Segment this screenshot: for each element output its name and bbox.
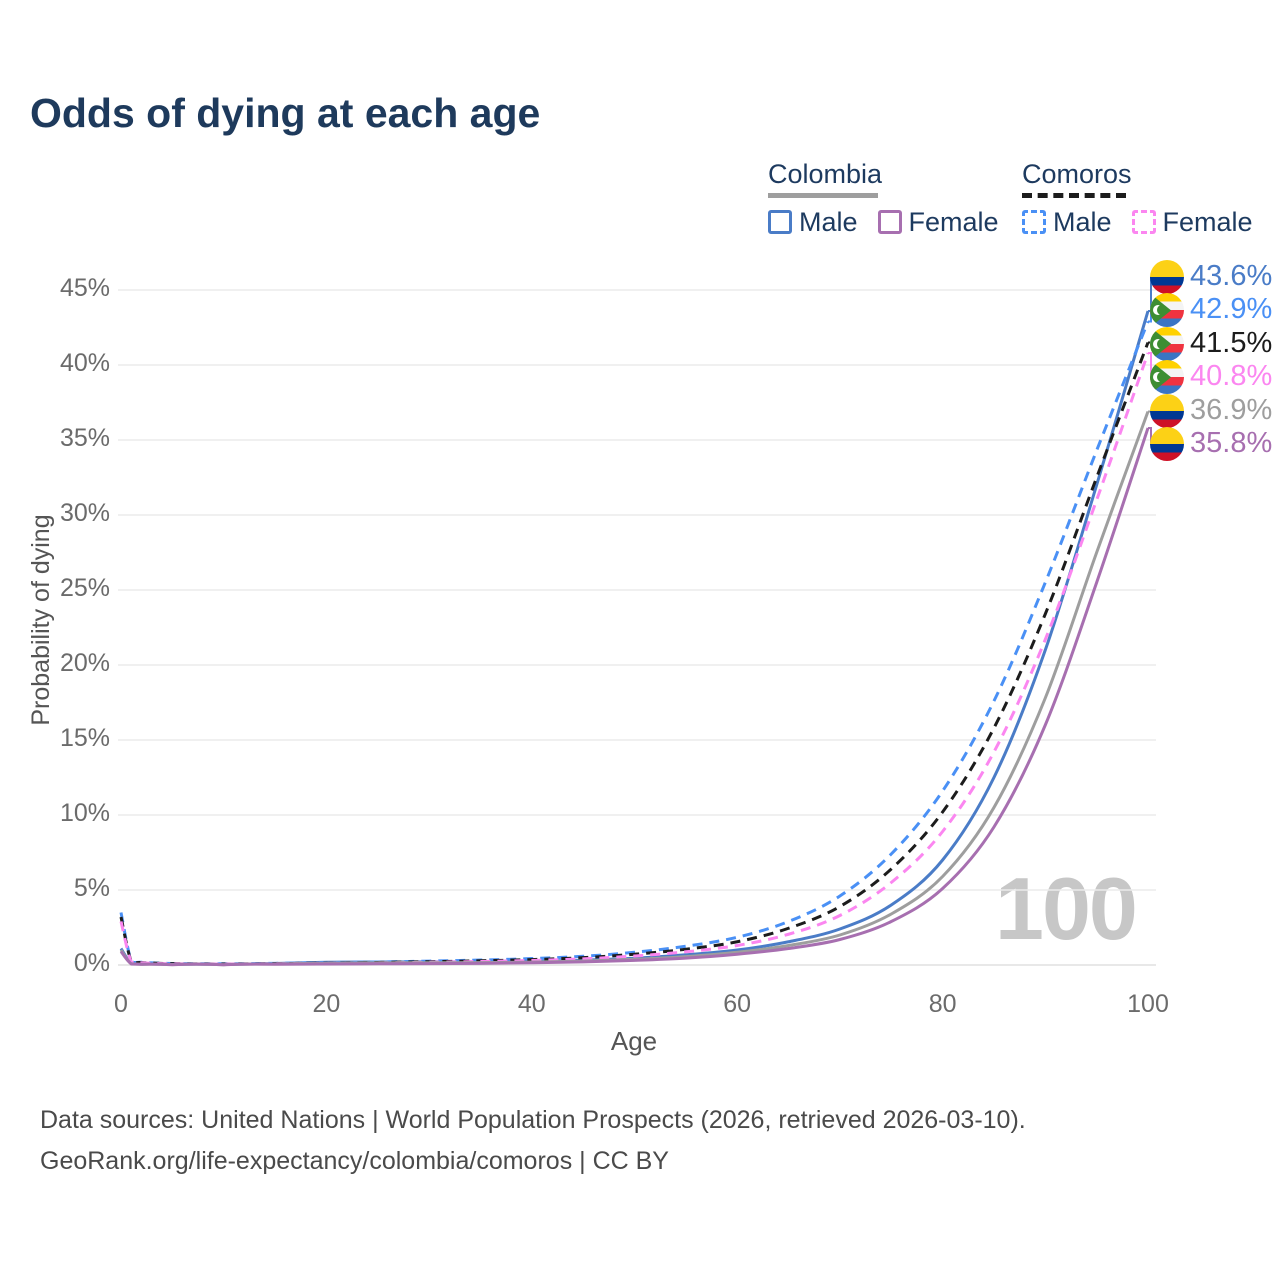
series-line-colombia-all[interactable] bbox=[119, 410, 1150, 967]
gridlines bbox=[118, 289, 1156, 966]
checkbox-icon bbox=[1022, 210, 1046, 235]
end-value-label: 36.9% bbox=[1190, 393, 1273, 426]
y-tick-label: 0% bbox=[73, 949, 110, 977]
end-value-label: 40.8% bbox=[1190, 360, 1273, 393]
y-tick-label: 5% bbox=[73, 874, 110, 902]
colombia-flag-icon bbox=[1150, 427, 1184, 461]
age-watermark: 100 bbox=[995, 859, 1138, 958]
end-value-label: 35.8% bbox=[1190, 427, 1273, 459]
x-tick-label: 0 bbox=[114, 990, 128, 1018]
end-value-label: 42.9% bbox=[1190, 293, 1273, 326]
legend-comoros-female-label: Female bbox=[1162, 206, 1253, 237]
y-tick-label: 20% bbox=[59, 649, 110, 677]
legend-comoros-female[interactable]: Female bbox=[1131, 206, 1253, 238]
end-value-label: 43.6% bbox=[1190, 260, 1273, 292]
colombia-line-sample bbox=[768, 192, 878, 198]
legend-colombia-female[interactable]: Female bbox=[877, 206, 999, 238]
legend-group-colombia: Colombia Male Female bbox=[768, 159, 1019, 238]
colombia-flag-icon bbox=[1150, 393, 1184, 428]
page-title: Odds of dying at each age bbox=[30, 90, 541, 136]
comoros-flag-icon bbox=[1150, 326, 1184, 361]
y-tick-label: 35% bbox=[59, 424, 110, 452]
comoros-flag-icon bbox=[1150, 360, 1184, 395]
series-lines bbox=[119, 310, 1150, 967]
legend-comoros-header[interactable]: Comoros bbox=[1022, 159, 1273, 198]
checkbox-icon bbox=[768, 210, 792, 235]
x-axis-title: Age bbox=[610, 1026, 658, 1056]
legend-comoros-male-label: Male bbox=[1053, 206, 1112, 237]
legend-colombia-female-label: Female bbox=[908, 206, 999, 237]
legend-comoros-male[interactable]: Male bbox=[1022, 207, 1112, 238]
series-line-comoros-female[interactable] bbox=[119, 352, 1150, 966]
x-tick-label: 80 bbox=[928, 990, 957, 1018]
crescent-icon bbox=[1153, 338, 1166, 349]
y-tick-label: 30% bbox=[59, 499, 110, 527]
legend-colombia-male-label: Male bbox=[799, 206, 858, 237]
colombia-flag-icon bbox=[1150, 260, 1184, 294]
legend-comoros-items: Male Female bbox=[1022, 207, 1273, 238]
legend-colombia-label: Colombia bbox=[768, 159, 883, 189]
series-line-comoros-male[interactable] bbox=[119, 320, 1150, 966]
crescent-icon bbox=[1153, 305, 1166, 316]
y-tick-label: 10% bbox=[59, 799, 110, 827]
series-line-comoros-all[interactable] bbox=[119, 341, 1150, 966]
x-tick-label: 40 bbox=[517, 990, 546, 1018]
checkbox-icon bbox=[877, 210, 902, 235]
x-tick-label: 20 bbox=[312, 990, 341, 1018]
data-source-note: Data sources: United Nations | World Pop… bbox=[40, 1106, 1026, 1134]
legend-colombia-header[interactable]: Colombia bbox=[768, 159, 1019, 198]
legend-comoros-label: Comoros bbox=[1022, 159, 1132, 189]
y-tick-label: 40% bbox=[59, 349, 110, 377]
x-tick-label: 100 bbox=[1127, 990, 1169, 1018]
end-value-label: 41.5% bbox=[1190, 326, 1273, 359]
comoros-flag-icon bbox=[1150, 293, 1184, 328]
y-tick-label: 45% bbox=[59, 274, 110, 302]
legend-colombia-items: Male Female bbox=[768, 207, 1019, 238]
x-tick-label: 60 bbox=[723, 990, 752, 1018]
crescent-icon bbox=[1153, 372, 1166, 383]
series-line-colombia-female[interactable] bbox=[119, 427, 1150, 967]
checkbox-icon bbox=[1131, 210, 1156, 235]
series-line-colombia-male[interactable] bbox=[119, 310, 1150, 967]
attribution-note: GeoRank.org/life-expectancy/colombia/com… bbox=[40, 1147, 669, 1175]
legend-colombia-male[interactable]: Male bbox=[768, 207, 858, 238]
y-tick-label: 25% bbox=[59, 574, 110, 602]
comoros-line-sample bbox=[1022, 192, 1126, 198]
y-tick-label: 15% bbox=[59, 724, 110, 752]
legend-group-comoros: Comoros Male Female bbox=[1022, 159, 1273, 238]
